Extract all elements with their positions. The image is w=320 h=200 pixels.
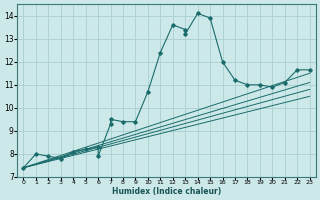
X-axis label: Humidex (Indice chaleur): Humidex (Indice chaleur) bbox=[112, 187, 221, 196]
